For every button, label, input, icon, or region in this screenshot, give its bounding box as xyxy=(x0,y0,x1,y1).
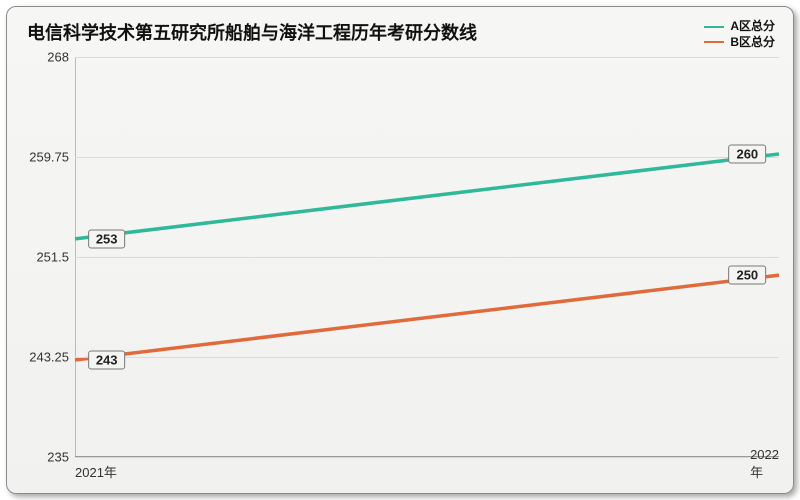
legend-label-b: B区总分 xyxy=(730,35,775,51)
gridline xyxy=(75,57,779,58)
x-tick-label: 2021年 xyxy=(75,462,117,481)
legend-swatch-b xyxy=(704,41,724,43)
gridline xyxy=(75,357,779,358)
value-label: 243 xyxy=(88,351,126,370)
gridline xyxy=(75,157,779,158)
y-tick-label: 243.25 xyxy=(15,350,69,365)
chart-panel: 电信科学技术第五研究所船舶与海洋工程历年考研分数线 A区总分 B区总分 235 2… xyxy=(6,6,794,494)
chart-container: 电信科学技术第五研究所船舶与海洋工程历年考研分数线 A区总分 B区总分 235 2… xyxy=(0,0,800,500)
legend-swatch-a xyxy=(704,26,724,28)
y-tick-label: 268 xyxy=(15,50,69,65)
value-label: 253 xyxy=(88,229,126,248)
y-tick-label: 251.5 xyxy=(15,250,69,265)
x-tick-label: 2022年 xyxy=(750,447,779,481)
series-line-b xyxy=(75,275,779,360)
legend-label-a: A区总分 xyxy=(730,19,775,35)
chart-title: 电信科学技术第五研究所船舶与海洋工程历年考研分数线 xyxy=(27,19,477,45)
value-label: 260 xyxy=(728,144,766,163)
value-label: 250 xyxy=(728,266,766,285)
gridline xyxy=(75,257,779,258)
plot-area: 235243.25251.5259.752682021年2022年2532602… xyxy=(75,57,779,457)
y-tick-label: 235 xyxy=(15,450,69,465)
series-line-a xyxy=(75,154,779,239)
gridline xyxy=(75,457,779,458)
legend-item-a: A区总分 xyxy=(704,19,775,35)
y-tick-label: 259.75 xyxy=(15,150,69,165)
legend-item-b: B区总分 xyxy=(704,35,775,51)
legend: A区总分 B区总分 xyxy=(704,19,775,50)
